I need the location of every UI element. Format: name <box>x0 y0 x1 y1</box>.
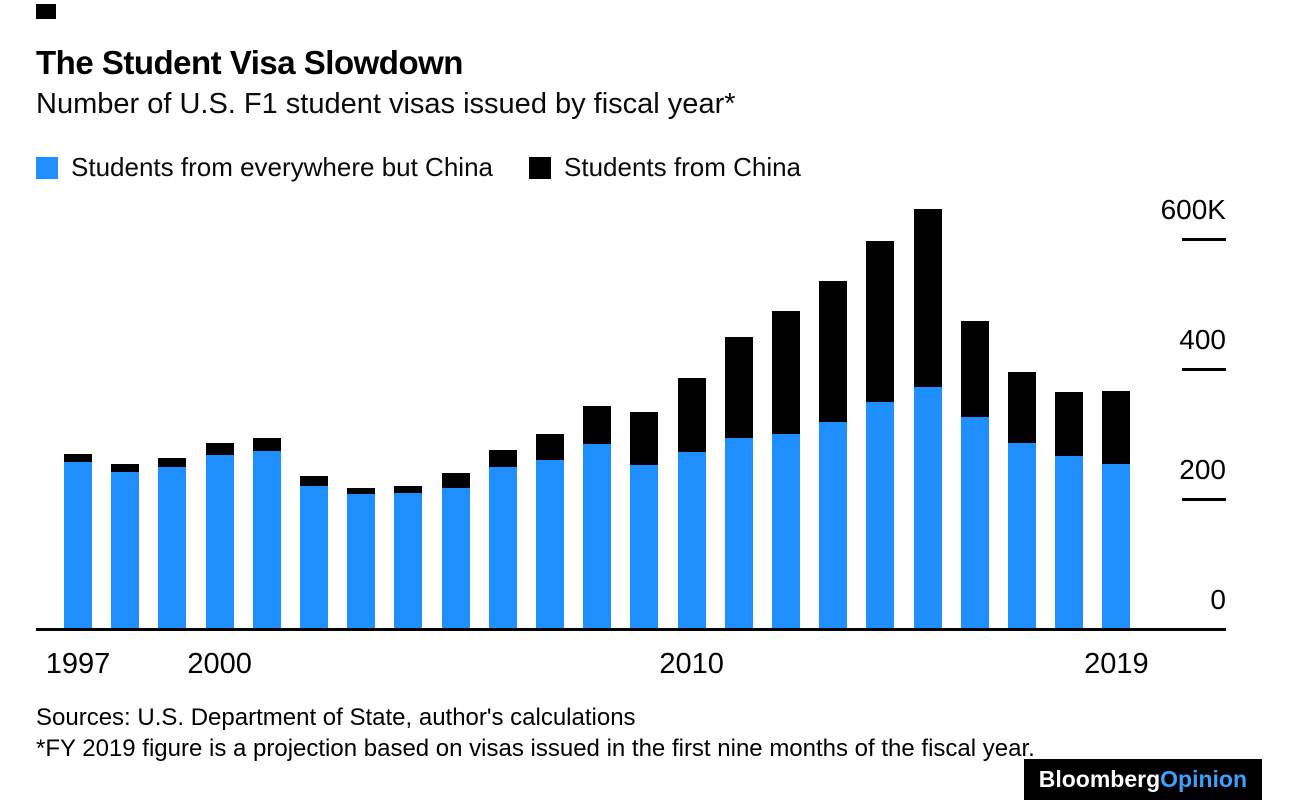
x-axis-label-2010: 2010 <box>659 648 724 680</box>
bar-segment-china <box>488 449 517 468</box>
bar-1997 <box>64 454 92 628</box>
bar-segment-other <box>64 462 92 628</box>
bar-segment-other <box>488 467 517 628</box>
bar-segment-other <box>394 493 423 628</box>
bar-segment-china <box>724 337 753 438</box>
bar-segment-china <box>677 377 706 452</box>
footnote: *FY 2019 figure is a projection based on… <box>36 735 1035 762</box>
bar-segment-china <box>394 485 423 494</box>
logo-product: Opinion <box>1160 766 1247 792</box>
bar-segment-china <box>300 475 328 486</box>
bar-segment-china <box>252 437 281 452</box>
bar-2001 <box>252 437 281 628</box>
sources-note: Sources: U.S. Department of State, autho… <box>36 704 636 731</box>
y-axis-tick <box>1182 368 1226 371</box>
bar-segment-china <box>1008 371 1036 444</box>
bar-segment-china <box>441 473 470 488</box>
bar-segment-other <box>583 444 612 628</box>
bar-segment-other <box>913 387 942 628</box>
bar-2012 <box>772 311 800 628</box>
bar-segment-china <box>1055 392 1084 457</box>
bar-segment-other <box>960 417 989 628</box>
bar-2005 <box>441 473 470 628</box>
bar-2013 <box>819 280 848 628</box>
legend-swatch-other-icon <box>36 156 58 179</box>
logo-brand: Bloomberg <box>1038 766 1161 792</box>
bar-2009 <box>630 412 659 628</box>
legend-label-china: Students from China <box>564 152 802 182</box>
y-axis-label-200: 200 <box>1179 454 1226 485</box>
x-axis-label-1997: 1997 <box>45 648 111 680</box>
bar-segment-china <box>960 321 989 418</box>
bar-2015 <box>913 209 942 628</box>
x-axis-label-2019: 2019 <box>1084 648 1149 680</box>
bar-segment-china <box>64 454 92 463</box>
bar-2010 <box>677 377 706 628</box>
bar-segment-other <box>536 460 564 628</box>
bar-segment-other <box>866 401 895 628</box>
bar-segment-other <box>1055 456 1084 628</box>
bar-segment-other <box>347 494 376 628</box>
legend: Students from everywhere but China Stude… <box>36 152 837 183</box>
tophat-marker <box>36 4 56 19</box>
legend-item-other: Students from everywhere but China <box>36 152 493 183</box>
bar-segment-china <box>913 209 942 388</box>
bar-segment-china <box>772 311 800 435</box>
bar-segment-china <box>583 406 612 445</box>
x-axis-line <box>36 628 1226 631</box>
x-axis-label-2000: 2000 <box>187 648 252 680</box>
bar-segment-china <box>158 457 187 467</box>
bar-2004 <box>394 485 423 628</box>
bar-2018 <box>1055 392 1084 628</box>
bar-segment-china <box>1102 391 1131 465</box>
bar-2017 <box>1008 371 1036 628</box>
bar-segment-other <box>630 464 659 628</box>
bar-segment-other <box>158 466 187 628</box>
bar-segment-other <box>1008 443 1036 628</box>
bar-2007 <box>536 434 564 628</box>
bar-segment-china <box>536 434 564 461</box>
legend-item-china: Students from China <box>529 152 801 183</box>
legend-label-other: Students from everywhere but China <box>71 152 493 182</box>
bar-2002 <box>300 475 328 628</box>
bar-2006 <box>488 449 517 628</box>
bar-segment-china <box>819 280 848 422</box>
y-axis-label-400: 400 <box>1179 324 1226 355</box>
bar-2000 <box>205 443 234 628</box>
bloomberg-opinion-logo: BloombergOpinion <box>1023 759 1262 800</box>
legend-swatch-china-icon <box>529 156 551 179</box>
bar-2014 <box>866 240 895 628</box>
bar-segment-other <box>772 434 800 628</box>
bar-2008 <box>583 406 612 628</box>
chart-subtitle: Number of U.S. F1 student visas issued b… <box>36 88 736 120</box>
bar-segment-china <box>111 464 140 472</box>
bar-2003 <box>347 487 376 628</box>
y-axis-label-600K: 600K <box>1160 194 1226 225</box>
bar-segment-other <box>205 455 234 628</box>
chart-title: The Student Visa Slowdown <box>36 44 463 81</box>
bar-segment-other <box>819 421 848 628</box>
bar-segment-china <box>347 487 376 495</box>
y-axis-label-0: 0 <box>1210 584 1226 615</box>
bar-segment-other <box>1102 464 1131 628</box>
bar-segment-china <box>205 443 234 456</box>
bar-1998 <box>111 464 140 628</box>
bar-2011 <box>724 337 753 628</box>
y-axis-tick <box>1182 238 1226 241</box>
bar-segment-china <box>866 240 895 402</box>
bar-segment-other <box>252 451 281 628</box>
bar-2019 <box>1102 391 1131 628</box>
bar-segment-other <box>300 485 328 628</box>
bar-segment-other <box>677 451 706 628</box>
bar-1999 <box>158 457 187 628</box>
bar-2016 <box>960 321 989 628</box>
bar-segment-other <box>111 471 140 628</box>
bar-segment-other <box>441 487 470 628</box>
bar-segment-china <box>630 412 659 465</box>
y-axis-tick <box>1182 498 1226 501</box>
bar-segment-other <box>724 437 753 628</box>
